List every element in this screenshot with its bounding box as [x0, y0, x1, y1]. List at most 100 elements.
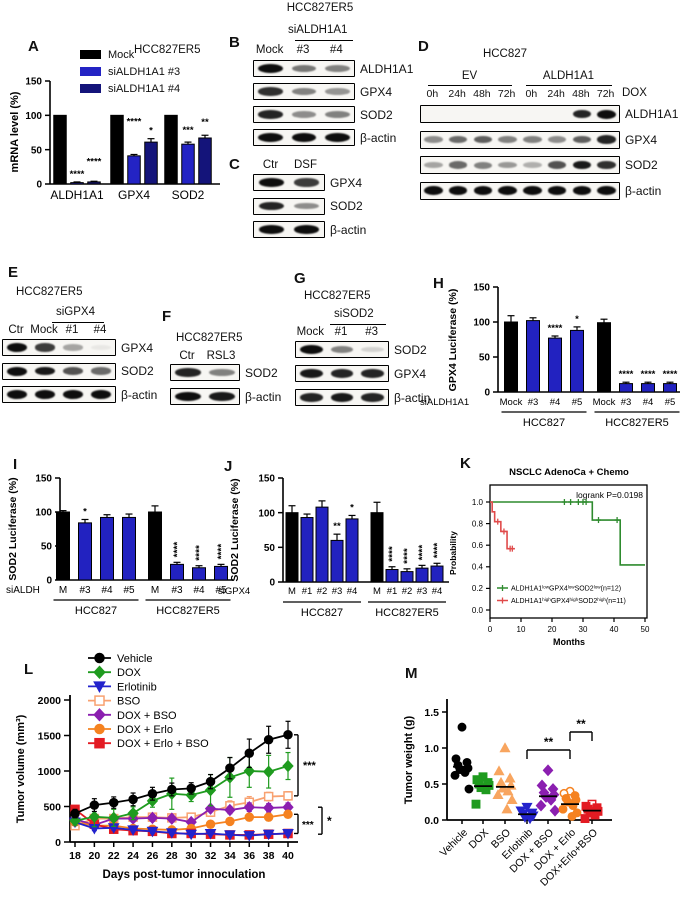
svg-text:DOX: DOX	[117, 667, 142, 679]
svg-text:Days post-tumor innoculation: Days post-tumor innoculation	[103, 869, 266, 881]
blot-band	[299, 345, 323, 354]
panel-e: E HCC827ER5 siGPX4 Ctr Mock #1 #4 GPX4 SOD2 β…	[0, 262, 158, 412]
svg-text:100: 100	[473, 318, 490, 329]
svg-text:HCC827ER5: HCC827ER5	[375, 607, 439, 619]
blot-target-label: β-actin	[394, 390, 431, 405]
svg-text:HCC827: HCC827	[301, 607, 343, 619]
svg-text:****: ****	[641, 369, 656, 380]
lane-label: RSL3	[206, 350, 236, 362]
svg-text:50: 50	[31, 145, 43, 156]
blot-target-label: SOD2	[360, 107, 393, 122]
svg-text:0: 0	[55, 837, 61, 849]
panel-label-j: J	[224, 458, 233, 475]
svg-text:#4: #4	[347, 586, 358, 597]
blot-band	[175, 392, 201, 401]
svg-text:34: 34	[224, 850, 236, 862]
svg-text:Mock: Mock	[500, 397, 523, 408]
panel-c: C Ctr DSF GPX4 SOD2 β-actin	[225, 152, 415, 258]
legend-swatch	[80, 84, 101, 93]
blot-band	[498, 186, 517, 195]
lane-label: 72h	[596, 88, 615, 100]
blot-row: SOD2	[253, 106, 413, 123]
blot-row: β-actin	[2, 386, 157, 403]
blot-band	[448, 186, 468, 195]
lane-label: Mock	[30, 324, 58, 336]
blot-box	[420, 130, 620, 149]
svg-text:****: ****	[127, 116, 142, 127]
panel-g-cell-line: HCC827ER5	[304, 290, 371, 302]
blot-row: SOD2	[2, 362, 157, 380]
legend-label: siALDH1A1 #3	[108, 65, 181, 78]
panel-d-ev-overline	[428, 85, 512, 86]
blot-box	[170, 364, 240, 381]
blot-row: SOD2	[295, 341, 430, 358]
svg-text:SOD2 Luciferase (%): SOD2 Luciferase (%)	[7, 477, 19, 580]
panel-e-blots: GPX4 SOD2 β-actin	[2, 339, 157, 410]
legend-label: siALDH1A1 #4	[108, 82, 181, 95]
svg-text:#5: #5	[665, 397, 676, 408]
panel-k: K NSCLC AdenoCa + Chemo logrank P=0.0198 0…	[445, 455, 683, 655]
panel-e-lane-labels: Ctr Mock #1 #4	[2, 324, 114, 338]
svg-text:****: ****	[70, 169, 85, 180]
svg-text:BSO: BSO	[117, 696, 141, 708]
panel-e-cell-line: HCC827ER5	[16, 286, 83, 298]
blot-band	[293, 178, 320, 187]
svg-text:GPX4 Luciferase (%): GPX4 Luciferase (%)	[447, 289, 459, 392]
blot-band	[498, 161, 517, 169]
lane-label: 72h	[497, 88, 516, 100]
svg-text:#3: #3	[79, 585, 91, 596]
svg-text:24: 24	[127, 850, 139, 862]
panel-d-lane-labels: 0h 24h 48h 72h 0h 24h 48h 72h	[420, 88, 618, 102]
panel-c-lane-labels: Ctr DSF	[253, 159, 323, 173]
svg-text:Mock: Mock	[593, 397, 616, 408]
panel-g: G HCC827ER5 siSOD2 Mock #1 #3 SOD2 GPX4 β-ac…	[288, 270, 430, 412]
blot-target-label: SOD2	[245, 365, 278, 380]
panel-label-f: F	[162, 308, 172, 325]
svg-text:DOX: DOX	[467, 827, 492, 852]
svg-text:****: ****	[388, 546, 399, 562]
blot-target-label: SOD2	[394, 342, 427, 357]
svg-text:150: 150	[35, 474, 52, 485]
svg-text:100: 100	[35, 508, 52, 519]
blot-band	[325, 65, 350, 72]
svg-text:26: 26	[147, 850, 159, 862]
blot-target-label: β-actin	[121, 387, 158, 402]
panel-d-group-aldh1a1: ALDH1A1	[542, 70, 595, 82]
panel-a-legend: Mock siALDH1A1 #3 siALDH1A1 #4	[80, 46, 180, 97]
svg-text:****: ****	[433, 543, 444, 559]
svg-text:*: *	[575, 314, 579, 325]
svg-text:***: ***	[303, 760, 317, 772]
blot-row: β-actin	[253, 221, 366, 238]
svg-text:50: 50	[264, 543, 276, 554]
svg-text:#3: #3	[528, 397, 539, 408]
panel-label-c: C	[229, 156, 240, 173]
blot-band	[597, 186, 616, 195]
blot-band	[361, 346, 384, 353]
blot-band	[258, 178, 285, 187]
blot-box	[253, 174, 325, 191]
panel-g-lane-labels: Mock #1 #3	[295, 326, 387, 340]
blot-row: β-actin	[253, 129, 413, 146]
blot-target-label: GPX4	[360, 84, 393, 99]
panel-b-lane-labels: Mock #3 #4	[253, 44, 353, 58]
blot-target-label: SOD2	[121, 364, 154, 378]
svg-text:****: ****	[173, 542, 184, 558]
svg-text:22: 22	[108, 850, 120, 862]
blot-box	[295, 341, 389, 358]
blot-band	[175, 368, 201, 377]
panel-label-a: A	[28, 38, 39, 55]
blot-target-label: GPX4	[394, 366, 427, 381]
svg-text:0.5: 0.5	[424, 779, 439, 791]
svg-text:GPX4: GPX4	[118, 188, 150, 202]
blot-band	[523, 186, 542, 195]
panel-d-group-ev: EV	[461, 70, 478, 82]
svg-text:#5: #5	[123, 585, 135, 596]
svg-text:**: **	[333, 521, 341, 532]
blot-row: ALDH1A1	[420, 105, 678, 123]
blot-band	[258, 64, 283, 73]
svg-text:#2: #2	[317, 586, 328, 597]
lane-label: #1	[334, 326, 348, 338]
lane-label: 48h	[572, 88, 590, 100]
svg-text:40: 40	[610, 625, 619, 634]
